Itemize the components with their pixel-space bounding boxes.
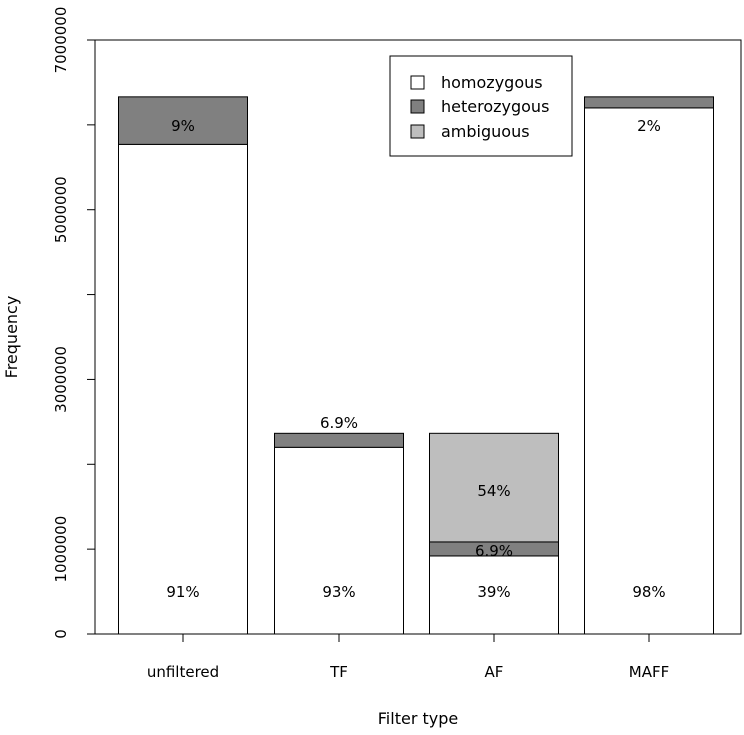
x-tick-label: TF: [329, 663, 348, 681]
bar-segment-homozygous: [118, 143, 248, 635]
bar-value-label: 6.9%: [475, 542, 513, 560]
bar-segment-heterozygous: [118, 96, 248, 145]
bar-value-label: 54%: [477, 482, 510, 500]
bar-segment-homozygous: [429, 555, 559, 635]
legend-swatch-ambiguous: [410, 124, 425, 139]
y-tick-label: 0: [52, 629, 70, 639]
legend-label: ambiguous: [441, 122, 530, 141]
bar-segment-heterozygous: [274, 432, 404, 448]
bars: [118, 96, 714, 635]
legend: homozygous heterozygous ambiguous: [389, 55, 573, 157]
legend-label: heterozygous: [441, 97, 549, 116]
bar-labels: 91% 93% 39% 98% 9% 6.9% 6.9% 2% 54%: [166, 117, 665, 601]
legend-swatch-heterozygous: [410, 99, 425, 114]
x-tick-label: MAFF: [629, 663, 669, 681]
y-tick-label: 3000000: [52, 346, 70, 413]
bar-segment-heterozygous: [584, 96, 714, 109]
y-axis-title: Frequency: [2, 296, 21, 379]
legend-swatch-homozygous: [410, 75, 425, 90]
bar-value-label: 98%: [632, 583, 665, 601]
x-axis: unfiltered TF AF MAFF: [147, 634, 669, 681]
y-tick-label: 7000000: [52, 7, 70, 74]
bar-value-label: 9%: [171, 117, 195, 135]
x-tick-label: unfiltered: [147, 663, 219, 681]
bar-segment-ambiguous: [429, 432, 559, 543]
bar-segment-homozygous: [584, 107, 714, 635]
bar-value-label: 2%: [637, 117, 661, 135]
y-axis: 0 1000000 3000000 5000000 7000000: [52, 7, 96, 639]
legend-label: homozygous: [441, 73, 543, 92]
y-tick-label: 5000000: [52, 176, 70, 243]
bar-segment-homozygous: [274, 446, 404, 635]
bar-value-label: 6.9%: [320, 414, 358, 432]
bar-value-label: 91%: [166, 583, 199, 601]
x-tick-label: AF: [485, 663, 504, 681]
x-axis-title: Filter type: [378, 709, 458, 728]
bar-value-label: 39%: [477, 583, 510, 601]
bar-value-label: 93%: [322, 583, 355, 601]
y-tick-label: 1000000: [52, 516, 70, 583]
